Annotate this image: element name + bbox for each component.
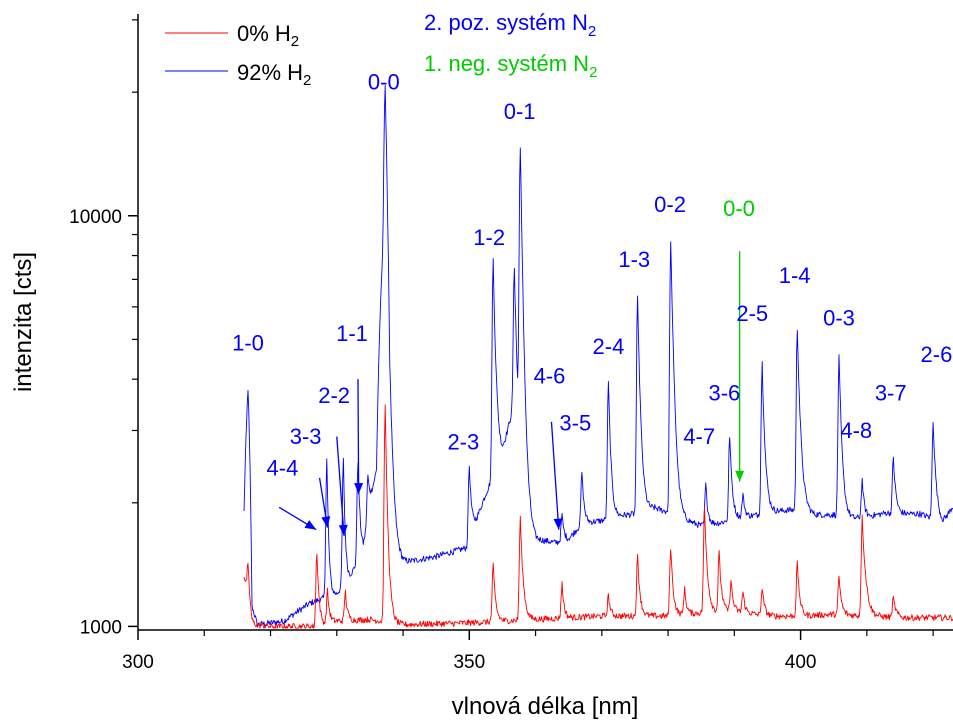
arrow-head: [304, 520, 317, 530]
band-label: 1-3: [618, 247, 650, 272]
band-label: 4-8: [840, 418, 872, 443]
legend: 0% H2 92% H2: [165, 21, 311, 89]
arrow-head: [735, 470, 745, 482]
band-labels: 1-0 4-4 3-3 2-2 1-1 0-0 2-3 1-2 0-1 4-6 3-5 2-4 1-3 0…: [232, 70, 952, 481]
band-label: 2-3: [447, 429, 479, 454]
series-line-s0: [243, 404, 953, 629]
arrow-shaft: [550, 421, 560, 530]
series-line-s92: [243, 85, 953, 628]
y-axis-title: intenzita [cts]: [10, 252, 37, 392]
band-label: 1-2: [473, 225, 505, 250]
band-label: 3-3: [290, 424, 322, 449]
band-label: 0-0: [723, 196, 755, 221]
band-label: 4-7: [683, 424, 715, 449]
band-label: 4-6: [534, 364, 566, 389]
series-layer: [243, 85, 953, 629]
band-label: 0-3: [823, 306, 855, 331]
arrow-head: [354, 483, 364, 495]
band-label: 2-2: [318, 383, 350, 408]
band-label: 2-6: [921, 342, 953, 367]
band-label: 0-2: [654, 192, 686, 217]
x-tick-label: 300: [122, 652, 154, 673]
y-tick-label: 1000: [80, 617, 122, 638]
band-label: 3-6: [709, 380, 741, 405]
band-label: 3-7: [875, 380, 907, 405]
band-label: 3-5: [559, 410, 591, 435]
x-tick-label: 400: [785, 652, 817, 673]
system-titles: 2. poz. systém N2 1. neg. systém N2: [424, 10, 597, 81]
band-label: 0-0: [368, 70, 400, 95]
band-label: 0-1: [504, 99, 536, 124]
axis-ticks: [128, 19, 934, 640]
arrow-shaft: [336, 436, 345, 537]
band-label: 2-4: [593, 334, 625, 359]
axis-tick-labels: 300 350 400 1000 10000: [69, 207, 816, 673]
arrow-head: [553, 518, 563, 530]
legend-label-92pct: 92% H2: [237, 60, 311, 89]
arrow-head: [338, 524, 348, 537]
band-label: 1-1: [336, 321, 368, 346]
system-title-positive: 2. poz. systém N2: [424, 10, 596, 40]
band-label: 1-4: [779, 263, 811, 288]
system-title-negative: 1. neg. systém N2: [424, 51, 597, 81]
band-label: 1-0: [232, 330, 264, 355]
arrow-head: [321, 516, 331, 528]
y-tick-label: 10000: [69, 207, 122, 228]
band-arrows: [278, 251, 745, 537]
x-tick-label: 350: [453, 652, 485, 673]
x-axis-title: vlnová délka [nm]: [452, 693, 639, 720]
legend-label-0pct: 0% H2: [237, 21, 299, 50]
plot-frame: [137, 14, 953, 631]
band-label: 2-5: [736, 301, 768, 326]
band-label: 4-4: [267, 456, 299, 481]
arrow-shaft: [357, 379, 360, 495]
